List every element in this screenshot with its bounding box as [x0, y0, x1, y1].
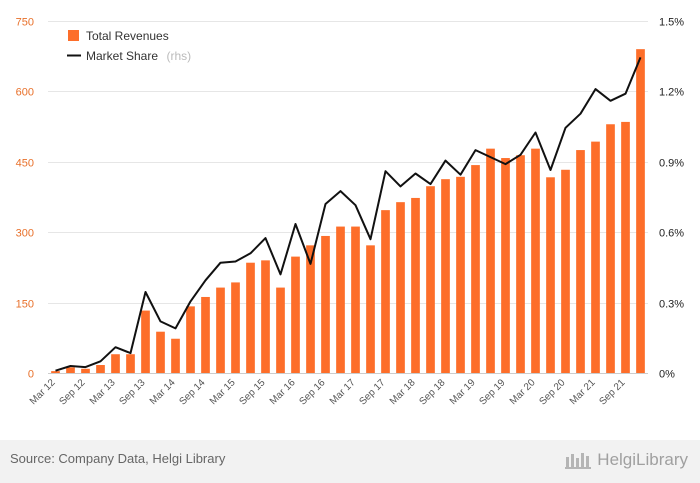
x-axis-tick-label: Sep 21 — [597, 377, 627, 407]
revenue-bar — [381, 210, 390, 373]
revenue-bar — [411, 197, 420, 373]
footer: Source: Company Data, Helgi Library Helg… — [0, 440, 700, 483]
left-axis-tick-label: 750 — [16, 17, 34, 29]
revenue-bar — [366, 245, 375, 373]
revenue-bar — [621, 121, 630, 373]
right-axis-tick-label: 0.6% — [659, 228, 684, 240]
revenue-bar — [576, 150, 585, 373]
revenue-bar — [471, 165, 480, 373]
revenue-bar — [516, 155, 525, 373]
revenue-bar — [501, 158, 510, 373]
revenue-bar — [111, 354, 120, 373]
revenue-bar — [456, 176, 465, 373]
right-axis-tick-label: 1.5% — [659, 17, 684, 29]
legend-label-market-share: Market Share (rhs) — [86, 47, 191, 64]
revenue-bar — [636, 49, 645, 373]
x-axis-tick-label: Mar 21 — [568, 377, 598, 407]
x-axis-tick-label: Mar 12 — [28, 377, 58, 407]
revenue-bar — [216, 287, 225, 373]
revenue-bar — [531, 148, 540, 373]
x-axis-tick-label: Sep 15 — [237, 377, 267, 407]
revenue-bar — [441, 179, 450, 373]
x-axis-tick-label: Mar 17 — [328, 377, 358, 407]
revenue-bar — [141, 310, 150, 373]
x-axis-tick-label: Mar 16 — [268, 377, 298, 407]
source-text: Source: Company Data, Helgi Library — [10, 451, 226, 466]
x-axis-tick-label: Mar 19 — [448, 377, 478, 407]
revenue-bar — [81, 368, 90, 373]
x-axis-tick-label: Mar 14 — [148, 377, 178, 407]
x-axis-tick-label: Sep 12 — [57, 377, 87, 407]
legend-swatch-revenues — [68, 30, 79, 41]
revenue-bar — [201, 296, 210, 373]
x-axis-tick-label: Mar 15 — [208, 377, 238, 407]
legend-label-revenues: Total Revenues — [86, 29, 169, 43]
x-axis-tick-label: Mar 18 — [388, 377, 418, 407]
right-axis-tick-label: 0.3% — [659, 299, 684, 311]
revenue-bar — [591, 141, 600, 373]
left-axis-tick-label: 450 — [16, 158, 34, 170]
chart-area: 0 150 300 450 600 750 0% 0.3% 0.6% 0.9% 1.2% 1.5% Ma… — [16, 17, 685, 408]
x-axis-tick-label: Sep 19 — [477, 377, 507, 407]
revenue-bar — [171, 338, 180, 373]
revenue-bar — [96, 365, 105, 373]
x-axis-tick-label: Sep 17 — [357, 377, 387, 407]
revenue-bar — [156, 331, 165, 373]
revenue-bar — [546, 177, 555, 373]
revenue-bar — [306, 245, 315, 373]
right-axis-tick-label: 0.9% — [659, 158, 684, 170]
right-axis-tick-label: 1.2% — [659, 87, 684, 99]
revenue-bar — [426, 186, 435, 373]
market-share-line — [55, 57, 642, 372]
revenue-bar — [561, 169, 570, 373]
revenue-bar — [606, 124, 615, 374]
legend-rhs-hint: (rhs) — [166, 49, 191, 63]
brand-name: HelgiLibrary — [597, 450, 688, 469]
library-logo-icon — [565, 453, 592, 469]
brand[interactable]: HelgiLibrary — [565, 448, 688, 472]
right-axis-tick-label: 0% — [659, 369, 675, 381]
revenue-bar — [276, 287, 285, 373]
revenue-bar — [321, 235, 330, 373]
revenue-bar — [186, 306, 195, 373]
x-axis-tick-label: Sep 18 — [417, 377, 447, 407]
left-axis-tick-label: 300 — [16, 228, 34, 240]
x-axis-tick-label: Sep 14 — [177, 377, 207, 407]
revenue-bar — [231, 282, 240, 373]
revenue-bar — [336, 226, 345, 373]
revenue-bar — [486, 148, 495, 373]
left-axis-tick-label: 0 — [28, 369, 34, 381]
legend-market-share-name: Market Share — [86, 49, 158, 63]
legend: Total Revenues Market Share (rhs) — [67, 29, 191, 64]
x-axis-tick-label: Sep 16 — [297, 377, 327, 407]
market-share-line-group — [55, 57, 642, 372]
revenue-bar — [246, 262, 255, 373]
x-axis-tick-label: Sep 13 — [117, 377, 147, 407]
revenue-bar — [261, 260, 270, 373]
x-axis-tick-label: Mar 20 — [508, 377, 538, 407]
left-axis-tick-label: 150 — [16, 299, 34, 311]
revenue-bar — [126, 354, 135, 373]
revenue-bar — [51, 371, 60, 373]
revenue-bar — [66, 367, 75, 373]
revenue-bar — [351, 226, 360, 373]
gridlines — [48, 21, 648, 304]
left-axis-tick-label: 600 — [16, 87, 34, 99]
revenue-bar — [291, 256, 300, 373]
x-axis-tick-label: Mar 13 — [88, 377, 118, 407]
revenue-bar — [396, 202, 405, 373]
revenue-bars — [51, 49, 645, 374]
chart-svg: 0 150 300 450 600 750 0% 0.3% 0.6% 0.9% 1.2% 1.5% Ma… — [16, 17, 685, 408]
x-axis-tick-label: Sep 20 — [537, 377, 567, 407]
